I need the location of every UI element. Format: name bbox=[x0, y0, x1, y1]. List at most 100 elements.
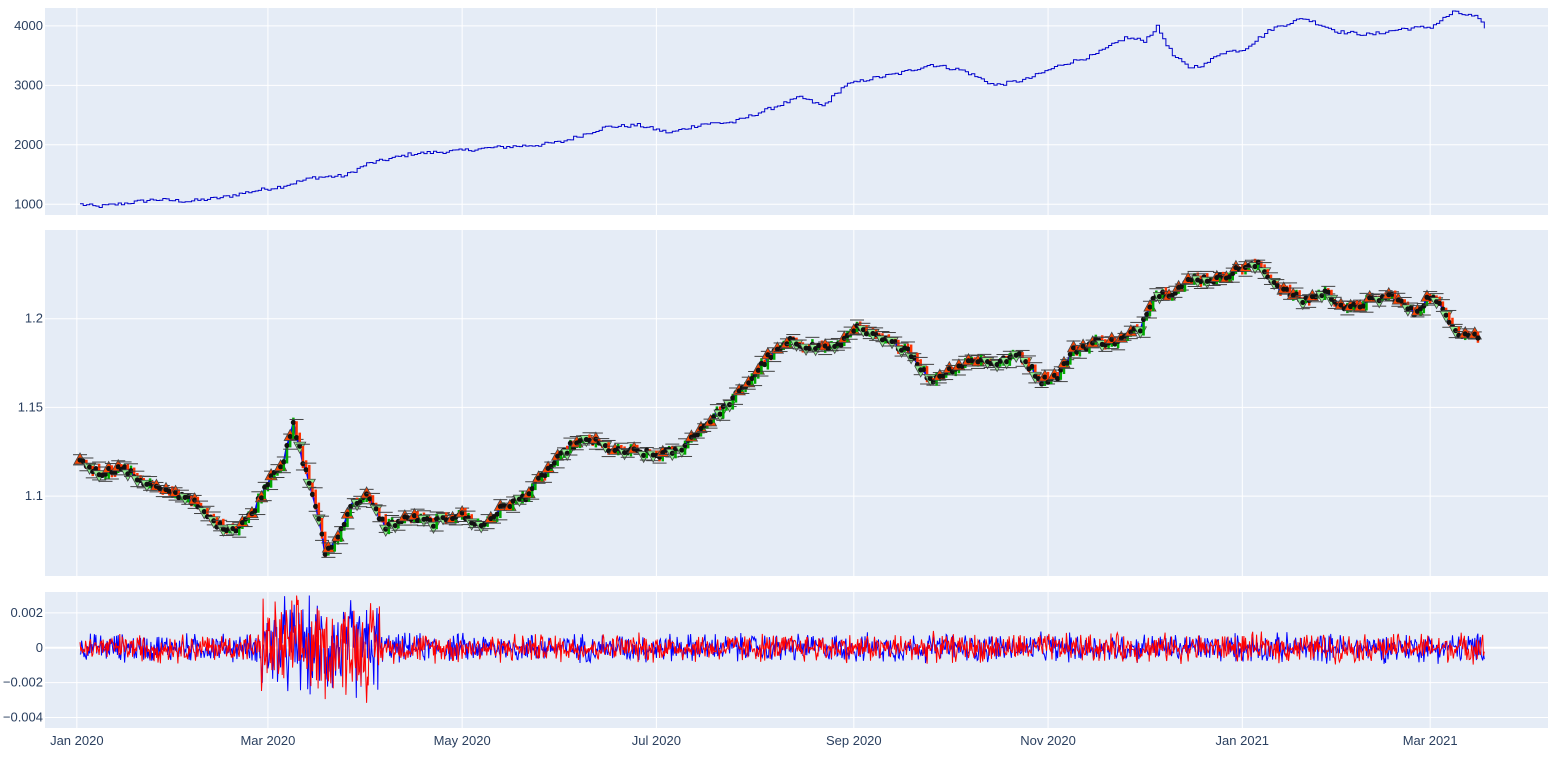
close-dot bbox=[322, 551, 328, 557]
close-dot bbox=[392, 522, 398, 529]
close-dot bbox=[427, 517, 433, 523]
close-dot bbox=[1408, 305, 1414, 311]
close-dot bbox=[192, 497, 198, 503]
close-dot bbox=[921, 366, 927, 373]
y-tick-label: 3000 bbox=[14, 77, 43, 92]
close-dot bbox=[927, 375, 933, 381]
close-dot bbox=[233, 528, 239, 534]
close-dot bbox=[1312, 294, 1319, 300]
close-dot bbox=[80, 458, 86, 464]
x-tick-label: Jan 2020 bbox=[50, 733, 104, 748]
x-tick-label: Jul 2020 bbox=[632, 733, 681, 748]
close-dot bbox=[1472, 331, 1478, 337]
close-dot bbox=[529, 485, 535, 492]
y-tick-label: 0 bbox=[36, 640, 43, 655]
close-dot bbox=[217, 520, 223, 526]
close-dot bbox=[838, 342, 844, 348]
close-dot bbox=[290, 419, 296, 426]
close-dot bbox=[994, 361, 1000, 368]
equity-line bbox=[80, 10, 1485, 208]
close-dot bbox=[507, 503, 513, 510]
close-dot bbox=[551, 460, 558, 466]
close-dot bbox=[357, 499, 363, 505]
plot-background bbox=[45, 230, 1548, 576]
diff-line-red bbox=[79, 595, 1485, 703]
close-dot bbox=[239, 520, 246, 526]
close-dot bbox=[1144, 311, 1150, 317]
close-dot bbox=[1325, 289, 1331, 295]
close-dot bbox=[762, 361, 768, 368]
close-dot bbox=[367, 496, 373, 502]
close-dot bbox=[258, 495, 265, 501]
equity-panel: 1000 2000 3000 4000 bbox=[14, 8, 1548, 215]
x-tick-label: May 2020 bbox=[434, 733, 491, 748]
close-dot bbox=[1064, 360, 1070, 366]
close-dot bbox=[555, 453, 561, 459]
close-dot bbox=[1389, 291, 1395, 297]
close-dot bbox=[383, 526, 389, 532]
close-dot bbox=[1070, 345, 1077, 351]
close-dot bbox=[535, 475, 542, 481]
close-dot bbox=[414, 517, 421, 524]
close-dot bbox=[364, 491, 370, 497]
close-dot bbox=[252, 508, 258, 514]
close-dot bbox=[1156, 293, 1163, 300]
close-dot bbox=[373, 506, 379, 512]
close-dot bbox=[172, 489, 179, 496]
close-dot bbox=[86, 464, 93, 470]
close-dot bbox=[641, 452, 647, 458]
close-dot bbox=[905, 346, 911, 352]
close-dot bbox=[1261, 269, 1268, 275]
close-dot bbox=[755, 367, 761, 373]
close-dot bbox=[1398, 298, 1405, 304]
close-dot bbox=[730, 395, 736, 401]
y-tick-label: 1.2 bbox=[25, 311, 43, 326]
close-dot bbox=[125, 471, 131, 477]
x-axis: Jan 2020 Mar 2020 May 2020 Jul 2020 Sep 2020… bbox=[50, 733, 1458, 748]
close-dot bbox=[185, 493, 191, 500]
close-dot bbox=[379, 516, 386, 522]
close-dot bbox=[682, 442, 688, 449]
close-dot bbox=[128, 467, 134, 474]
close-dot bbox=[1029, 363, 1035, 370]
close-dot bbox=[711, 414, 717, 420]
close-dot bbox=[281, 459, 287, 465]
close-dot bbox=[166, 488, 172, 494]
close-dot bbox=[1443, 312, 1449, 318]
x-tick-label: Mar 2020 bbox=[240, 733, 295, 748]
close-dot bbox=[284, 442, 290, 449]
y-tick-label: 4000 bbox=[14, 18, 43, 33]
close-dot bbox=[1274, 282, 1280, 289]
close-dot bbox=[303, 467, 309, 473]
close-dot bbox=[1042, 374, 1048, 380]
close-dot bbox=[293, 434, 300, 441]
y-tick-label: 1000 bbox=[14, 196, 43, 211]
close-dot bbox=[411, 513, 417, 519]
y-tick-label: 2000 bbox=[14, 137, 43, 152]
close-dot bbox=[348, 503, 354, 509]
close-dot bbox=[1284, 286, 1290, 292]
close-dot bbox=[328, 544, 335, 550]
y-tick-label: 0.002 bbox=[10, 605, 43, 620]
close-dot bbox=[679, 447, 685, 453]
close-dot bbox=[825, 346, 831, 352]
close-dot bbox=[1252, 263, 1258, 270]
close-dot bbox=[494, 511, 500, 517]
close-dot bbox=[736, 388, 742, 394]
close-dot bbox=[1179, 283, 1185, 290]
close-dot bbox=[749, 375, 755, 382]
x-tick-label: Jan 2021 bbox=[1216, 733, 1270, 748]
close-dot bbox=[1421, 303, 1427, 309]
close-dot bbox=[542, 473, 548, 479]
close-dot bbox=[1074, 349, 1080, 355]
close-dot bbox=[768, 354, 774, 360]
close-dot bbox=[93, 465, 99, 472]
close-dot bbox=[1338, 302, 1344, 308]
close-dot bbox=[1137, 328, 1144, 334]
close-dot bbox=[201, 509, 207, 515]
close-dot bbox=[1360, 303, 1366, 309]
close-dot bbox=[309, 491, 316, 497]
x-tick-label: Mar 2021 bbox=[1403, 733, 1458, 748]
